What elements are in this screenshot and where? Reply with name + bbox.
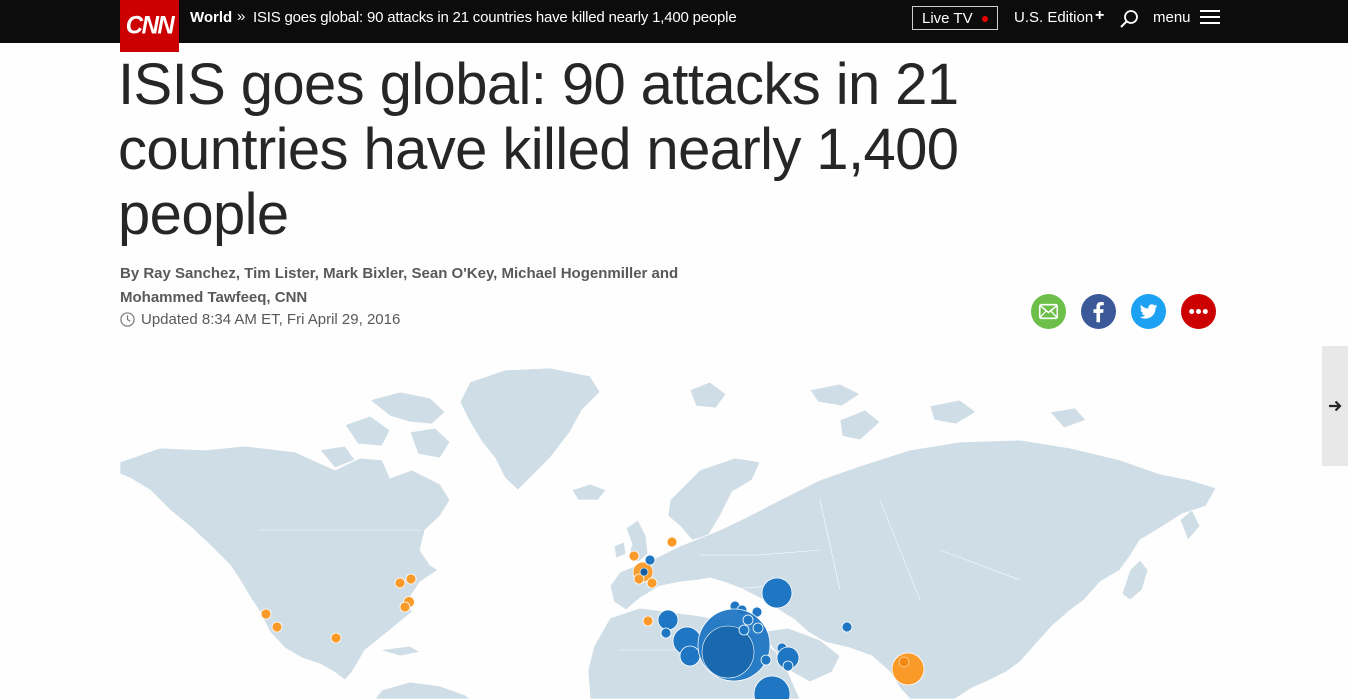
marker-orange	[394, 577, 406, 589]
eurasia-landmass	[609, 439, 1217, 699]
iceland-landmass	[571, 483, 607, 501]
marker-orange	[646, 577, 658, 589]
marker-blue	[760, 654, 772, 666]
headline: ISIS goes global: 90 attacks in 21 count…	[118, 52, 959, 247]
marker-orange	[642, 615, 654, 627]
share-twitter-button[interactable]	[1131, 294, 1166, 329]
marker-orange	[399, 601, 411, 613]
marker-orange	[628, 550, 640, 562]
logo-text: CNN	[125, 11, 175, 40]
south-america-landmass	[374, 681, 471, 699]
marker-orange	[898, 656, 910, 668]
facebook-icon	[1081, 294, 1116, 329]
marker-blue	[644, 554, 656, 566]
arrow-right-icon	[1329, 400, 1342, 412]
search-icon[interactable]	[1118, 8, 1140, 30]
world-map-graphic	[120, 367, 1217, 699]
twitter-icon	[1131, 294, 1166, 329]
marker-blue	[752, 622, 764, 634]
marker-blue	[657, 609, 679, 631]
marker-blue	[660, 627, 672, 639]
updated-timestamp: Updated 8:34 AM ET, Fri April 29, 2016	[120, 311, 400, 328]
next-article-tab[interactable]	[1322, 346, 1348, 466]
japan-landmass	[1121, 559, 1149, 601]
share-facebook-button[interactable]	[1081, 294, 1116, 329]
marker-blue	[742, 614, 754, 626]
marker-orange	[405, 573, 417, 585]
breadcrumb-title: ISIS goes global: 90 attacks in 21 count…	[253, 9, 737, 26]
attack-map[interactable]	[120, 350, 1220, 699]
marker-blue	[701, 625, 755, 679]
menu-label[interactable]: menu	[1153, 9, 1191, 26]
top-nav: CNN World » ISIS goes global: 90 attacks…	[0, 0, 1348, 52]
more-icon	[1181, 294, 1216, 329]
share-more-button[interactable]	[1181, 294, 1216, 329]
marker-blue	[782, 660, 794, 672]
updated-text: Updated 8:34 AM ET, Fri April 29, 2016	[141, 311, 401, 328]
marker-blue	[841, 621, 853, 633]
arctic-islands-landmass	[369, 391, 446, 425]
breadcrumb-separator: »	[237, 8, 246, 25]
marker-orange	[271, 621, 283, 633]
north-america-landmass	[120, 445, 451, 681]
greenland-landmass	[459, 367, 601, 491]
share-email-button[interactable]	[1031, 294, 1066, 329]
marker-orange	[330, 632, 342, 644]
byline: By Ray Sanchez, Tim Lister, Mark Bixler,…	[120, 265, 679, 306]
breadcrumb-section[interactable]: World	[190, 9, 233, 26]
marker-orange	[260, 608, 272, 620]
marker-blue	[679, 645, 701, 667]
live-tv-label: Live TV	[922, 9, 973, 27]
clock-icon	[120, 312, 135, 327]
marker-blue	[761, 577, 793, 609]
marker-orange	[666, 536, 678, 548]
marker-orange	[633, 573, 645, 585]
cnn-logo[interactable]: CNN	[120, 0, 179, 52]
marker-blue	[753, 675, 791, 699]
attack-markers	[260, 536, 925, 699]
email-icon	[1031, 294, 1066, 329]
edition-selector[interactable]: U.S. Edition	[1014, 9, 1094, 26]
edition-plus-icon[interactable]: +	[1095, 7, 1105, 24]
marker-blue	[738, 624, 750, 636]
marker-orange	[891, 652, 925, 686]
live-tv-button[interactable]: Live TV	[912, 6, 998, 30]
live-dot-icon	[982, 16, 988, 22]
menu-icon[interactable]	[1200, 10, 1220, 26]
marker-blue	[639, 567, 649, 577]
scandinavia-landmass	[667, 457, 761, 541]
